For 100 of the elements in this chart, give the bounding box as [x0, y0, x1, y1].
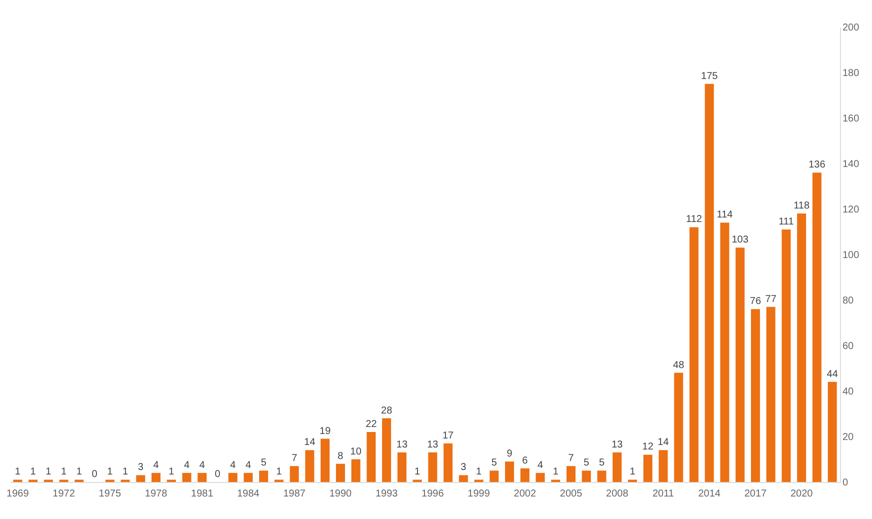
data-label: 3 — [460, 462, 467, 474]
data-label: 1 — [14, 466, 21, 478]
data-label: 13 — [396, 439, 408, 450]
x-tick-label: 1972 — [52, 488, 76, 500]
data-label: 1 — [552, 466, 559, 478]
bar — [305, 450, 314, 482]
bar — [674, 372, 684, 482]
data-label: 4 — [199, 460, 206, 471]
data-label: 1 — [476, 466, 482, 478]
data-label: 76 — [750, 296, 762, 308]
bar — [182, 472, 192, 482]
data-label: 103 — [732, 234, 749, 246]
data-label: 136 — [808, 160, 826, 171]
data-label: 3 — [138, 462, 144, 474]
data-label: 77 — [765, 294, 777, 305]
bar — [582, 470, 591, 482]
data-label: 0 — [92, 469, 98, 480]
data-label: 112 — [686, 214, 702, 226]
bar — [597, 470, 606, 482]
y-tick-label: 60 — [842, 341, 854, 352]
bar — [198, 472, 207, 482]
bar — [505, 462, 514, 482]
bar — [750, 309, 760, 482]
bar — [444, 443, 453, 482]
x-tick-label: 1969 — [6, 488, 30, 500]
y-tick-label: 40 — [842, 386, 854, 398]
data-label: 1 — [168, 466, 175, 478]
bar — [566, 466, 576, 482]
data-label: 13 — [427, 439, 439, 450]
y-tick-label: 180 — [842, 68, 860, 79]
data-label: 1 — [61, 466, 68, 478]
data-label: 1 — [30, 466, 36, 478]
bar — [689, 227, 698, 482]
y-tick-label: 80 — [842, 296, 854, 306]
data-label: 5 — [491, 458, 498, 469]
data-label: 5 — [598, 458, 605, 469]
data-label: 175 — [701, 70, 718, 82]
data-label: 9 — [506, 448, 513, 460]
bar — [382, 418, 392, 482]
x-tick-label: 1993 — [375, 488, 398, 500]
x-tick-label: 1999 — [468, 488, 490, 500]
bar — [797, 214, 806, 482]
data-label: 14 — [658, 437, 670, 448]
bar — [766, 306, 776, 482]
x-tick-label: 2002 — [514, 488, 536, 500]
bar — [782, 229, 791, 482]
bar — [612, 452, 622, 482]
data-label: 48 — [673, 360, 685, 371]
data-label: 1 — [122, 466, 128, 478]
x-tick-label: 2005 — [560, 488, 583, 500]
data-label: 118 — [794, 200, 810, 212]
data-label: 1 — [414, 466, 421, 478]
data-label: 4 — [537, 460, 544, 471]
y-tick-label: 120 — [842, 204, 860, 216]
x-tick-label: 1975 — [98, 488, 122, 500]
x-tick-label: 1987 — [283, 488, 306, 500]
bar — [704, 84, 714, 482]
x-tick-label: 1981 — [191, 488, 214, 500]
bar — [259, 470, 268, 482]
data-label: 0 — [214, 469, 221, 480]
x-tick-label: 2017 — [744, 488, 768, 500]
bar — [397, 452, 406, 482]
x-tick-label: 1984 — [237, 488, 260, 500]
bar — [736, 248, 745, 482]
bar — [366, 432, 376, 482]
data-label: 17 — [442, 430, 454, 442]
data-label: 8 — [338, 450, 344, 462]
bar — [320, 438, 330, 482]
data-label: 4 — [245, 460, 252, 471]
x-tick-label: 1978 — [144, 488, 168, 500]
data-label: 7 — [568, 453, 574, 464]
y-tick-label: 200 — [842, 22, 860, 34]
data-label: 14 — [304, 437, 316, 448]
data-label: 13 — [612, 439, 624, 450]
bar — [520, 468, 530, 482]
bar — [490, 470, 499, 482]
data-label: 1 — [76, 466, 82, 478]
y-tick-label: 160 — [842, 114, 860, 124]
data-label: 4 — [230, 460, 236, 471]
bar — [136, 475, 146, 482]
data-label: 22 — [366, 418, 378, 430]
data-label: 1 — [46, 466, 52, 478]
data-label: 4 — [184, 460, 190, 471]
x-tick-label: 1990 — [329, 488, 352, 500]
data-label: 5 — [584, 458, 590, 469]
x-tick-label: 2020 — [790, 488, 814, 500]
data-label: 10 — [350, 446, 362, 458]
bar — [244, 472, 253, 482]
data-label: 1 — [107, 466, 114, 478]
data-label: 114 — [716, 210, 734, 221]
bar — [828, 382, 837, 482]
x-tick-label: 1996 — [422, 488, 444, 500]
x-tick-label: 2008 — [606, 488, 629, 500]
data-label: 6 — [522, 455, 528, 466]
bar — [458, 475, 468, 482]
y-tick-label: 0 — [842, 478, 848, 488]
bar — [643, 454, 652, 482]
data-label: 12 — [642, 442, 654, 453]
bar — [720, 222, 730, 482]
data-label: 111 — [778, 216, 794, 228]
